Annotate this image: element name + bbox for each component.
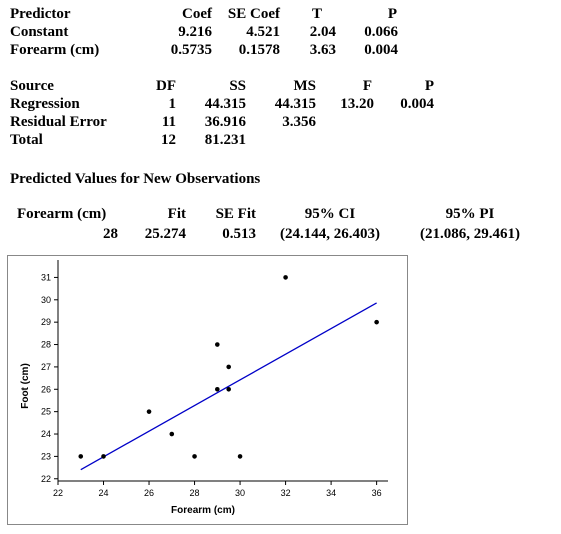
x-axis-label: Forearm (cm) [171, 505, 235, 516]
x-tick-label: 32 [281, 488, 291, 498]
anova-cell: 3.356 [282, 114, 316, 130]
x-tick-label: 36 [372, 488, 382, 498]
y-tick-label: 26 [41, 384, 51, 394]
anova-cell: 36.916 [204, 114, 246, 130]
coef-cell: 2.04 [309, 24, 336, 40]
coef-cell: 3.63 [309, 42, 336, 58]
predicted-cell: (24.144, 26.403) [280, 226, 380, 242]
predicted-header-pi: 95% PI [445, 206, 495, 222]
anova-header-source: Source [10, 78, 54, 94]
x-tick-label: 34 [326, 488, 336, 498]
coef-cell: 0.066 [364, 24, 398, 40]
data-point [101, 454, 106, 459]
data-point [215, 386, 220, 392]
data-point [192, 454, 197, 459]
predicted-cell: 25.274 [144, 226, 186, 242]
fit-line-layer [80, 302, 377, 471]
regression-line [80, 302, 377, 471]
anova-cell: 11 [161, 114, 176, 130]
y-tick-label: 30 [41, 295, 51, 305]
coef-header-p: P [387, 6, 397, 22]
predicted-cell: (21.086, 29.461) [420, 226, 520, 242]
anova-cell: 44.315 [274, 96, 316, 112]
anova-header-ms: MS [293, 78, 317, 94]
predicted-header-forearm: Forearm (cm) [17, 206, 107, 222]
y-tick-label: 29 [41, 317, 51, 327]
anova-row-label: Residual Error [10, 114, 107, 130]
coef-cell: 0.1578 [238, 42, 280, 58]
anova-header-p: P [424, 78, 434, 94]
anova-cell: 44.315 [204, 96, 246, 112]
coef-cell: 0.5735 [170, 42, 212, 58]
y-tick-label: 24 [41, 429, 51, 439]
predicted-cell: 28 [103, 226, 118, 242]
anova-header-ss: SS [229, 78, 246, 94]
coef-header-se-coef: SE Coef [227, 6, 280, 22]
coef-row-label: Forearm (cm) [10, 42, 100, 58]
x-tick-label: 22 [53, 488, 63, 498]
anova-header-f: F [362, 78, 372, 94]
coef-header-predictor: Predictor [10, 6, 71, 22]
data-point [226, 386, 231, 392]
anova-cell: 12 [161, 132, 176, 148]
axes: 22 24 26 28 30 32 34 36 22 23 24 25 26 27 28 29 30 31 [41, 260, 388, 498]
y-tick-label: 25 [41, 407, 51, 417]
y-tick-label: 27 [41, 362, 51, 372]
data-point [283, 275, 288, 280]
anova-header-df: DF [156, 78, 176, 94]
y-tick-label: 22 [41, 474, 51, 484]
coef-cell: 9.216 [178, 24, 212, 40]
scatter-plot-frame: 22 24 26 28 30 32 34 36 22 23 24 25 26 27 28 29 30 31 For… [7, 255, 408, 525]
predicted-header-fit: Fit [167, 206, 186, 222]
anova-cell: 1 [168, 96, 177, 112]
anova-cell: 81.231 [204, 132, 246, 148]
y-tick-label: 23 [41, 451, 51, 461]
x-tick-label: 30 [235, 488, 245, 498]
data-point [215, 342, 220, 347]
data-point [226, 364, 231, 370]
coef-cell: 4.521 [246, 24, 280, 40]
anova-row-label: Regression [10, 96, 80, 112]
data-point [237, 454, 243, 459]
y-axis-label: Foot (cm) [20, 363, 31, 409]
predicted-cell: 0.513 [222, 226, 256, 242]
points-layer [78, 275, 379, 459]
coef-header-coef: Coef [182, 6, 212, 22]
data-point [374, 319, 379, 325]
predicted-header-se-fit: SE Fit [215, 206, 256, 222]
y-tick-label: 28 [41, 340, 51, 350]
data-point [169, 431, 175, 437]
anova-cell: 0.004 [400, 96, 434, 112]
coef-header-t: T [311, 6, 322, 22]
predicted-header-ci: 95% CI [304, 206, 356, 222]
coef-cell: 0.004 [364, 42, 398, 58]
predicted-title: Predicted Values for New Observations [10, 171, 261, 187]
x-tick-label: 28 [190, 488, 200, 498]
coef-row-label: Constant [10, 24, 69, 40]
anova-row-label: Total [10, 132, 43, 148]
data-point [146, 409, 152, 414]
x-tick-label: 24 [99, 488, 109, 498]
scatter-plot: 22 24 26 28 30 32 34 36 22 23 24 25 26 27 28 29 30 31 For… [20, 260, 388, 516]
anova-cell: 13.20 [340, 96, 374, 112]
x-tick-label: 26 [144, 488, 154, 498]
data-point [78, 454, 84, 459]
y-tick-label: 31 [41, 272, 51, 282]
